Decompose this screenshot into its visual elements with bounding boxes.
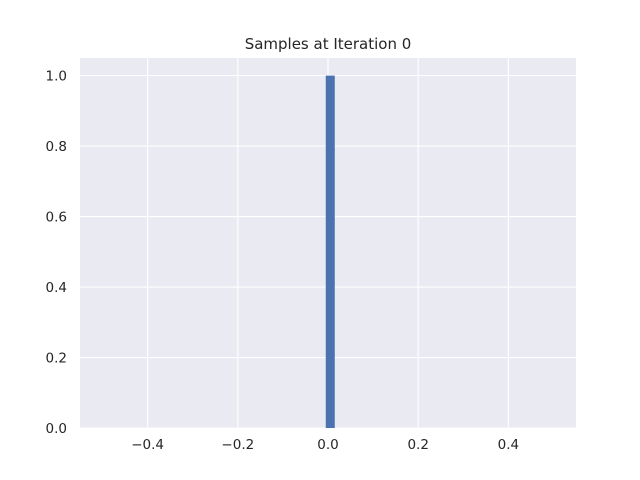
- y-tick-label: 0.0: [46, 421, 67, 437]
- x-axis: −0.4 −0.2 0.0 0.2 0.4: [131, 437, 519, 453]
- x-tick-label: −0.2: [221, 437, 254, 453]
- y-tick-label: 0.4: [46, 280, 67, 296]
- histogram-bar: [325, 75, 335, 428]
- y-axis: 0.0 0.2 0.4 0.6 0.8 1.0: [46, 69, 67, 437]
- y-tick-label: 0.6: [46, 210, 67, 226]
- x-tick-label: 0.0: [317, 437, 338, 453]
- bars: [325, 75, 335, 428]
- x-tick-label: −0.4: [131, 437, 164, 453]
- y-tick-label: 0.8: [46, 139, 67, 155]
- y-tick-label: 1.0: [46, 69, 67, 85]
- x-tick-label: 0.2: [407, 437, 428, 453]
- y-tick-label: 0.2: [46, 351, 67, 367]
- x-tick-label: 0.4: [498, 437, 519, 453]
- chart-title: Samples at Iteration 0: [245, 35, 412, 53]
